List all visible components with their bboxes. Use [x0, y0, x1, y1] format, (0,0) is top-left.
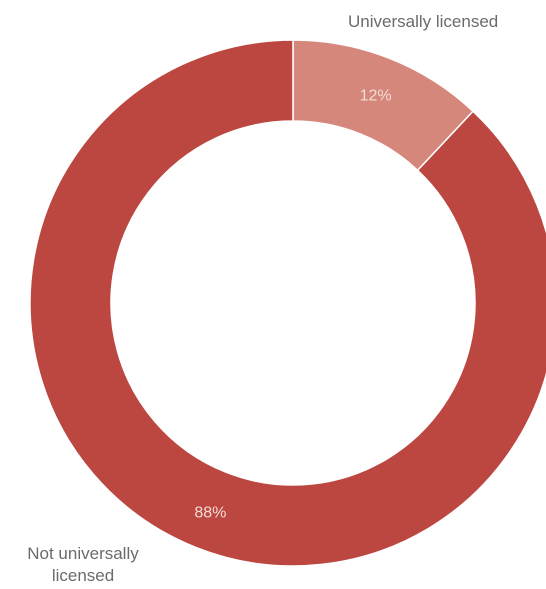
- donut-slices: [29, 39, 546, 567]
- category-label-not-universally-licensed: Not universally licensed: [27, 544, 139, 585]
- category-label-universally-licensed: Universally licensed: [348, 12, 499, 31]
- slice-value-label-not-universally-licensed: 88%: [194, 505, 226, 522]
- donut-slice-not-universally-licensed: [29, 39, 546, 567]
- slice-value-labels: 12% 88%: [194, 87, 391, 521]
- slice-value-label-universally-licensed: 12%: [360, 87, 392, 104]
